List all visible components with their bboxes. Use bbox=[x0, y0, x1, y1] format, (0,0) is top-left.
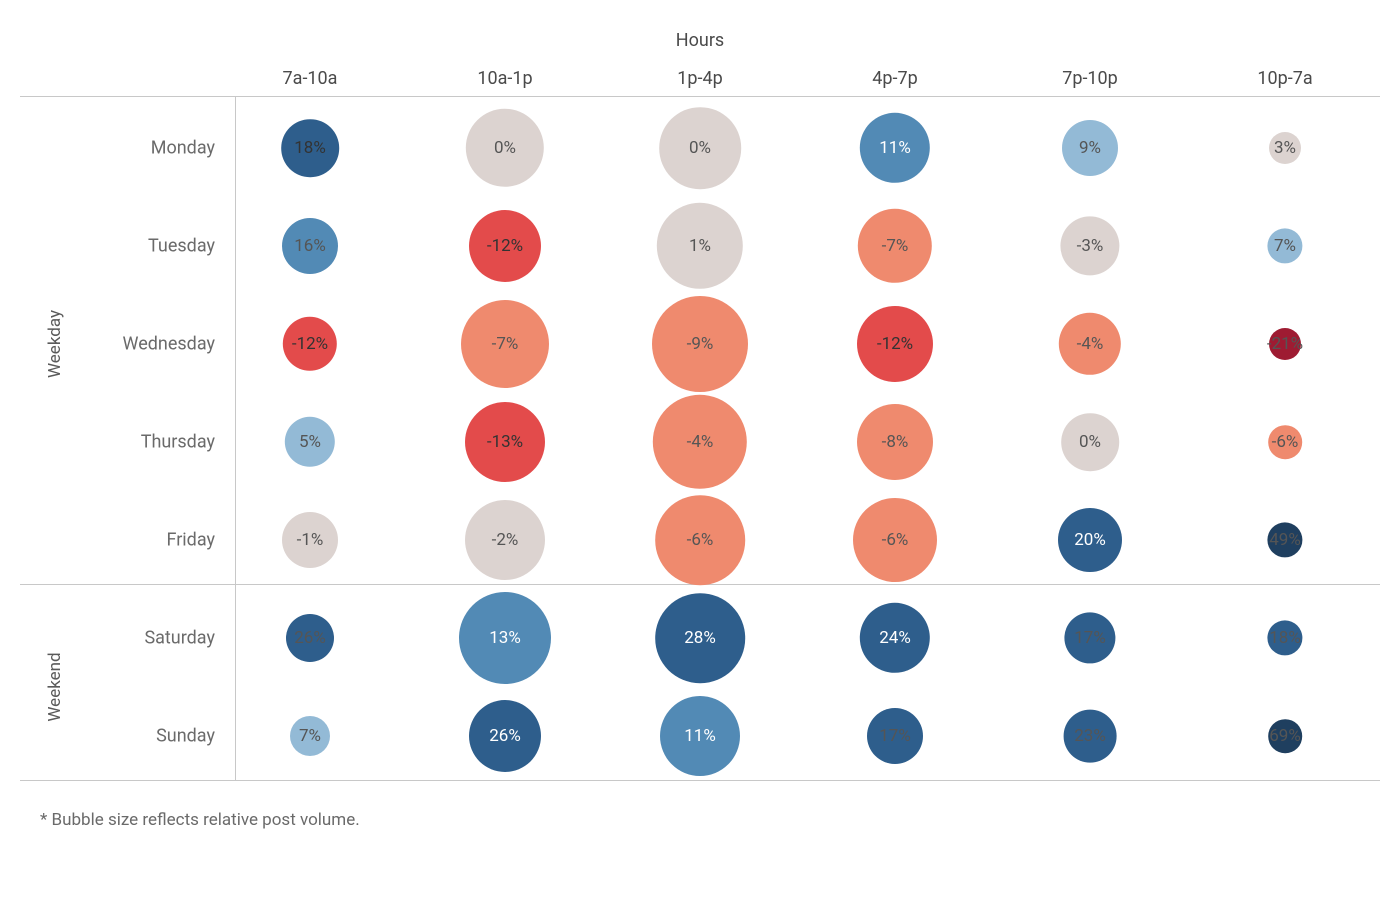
bubble bbox=[659, 107, 741, 189]
chart-title: Hours bbox=[676, 30, 724, 51]
column-header: 7a-10a bbox=[283, 68, 338, 89]
chart-footnote: * Bubble size reflects relative post vol… bbox=[40, 810, 360, 830]
bubble bbox=[1062, 120, 1118, 176]
row-label: Sunday bbox=[156, 726, 215, 747]
bubble bbox=[461, 300, 549, 388]
column-header: 4p-7p bbox=[872, 68, 917, 89]
bubble bbox=[857, 306, 933, 382]
column-header: 1p-4p bbox=[677, 68, 722, 89]
grid-line bbox=[20, 96, 1380, 97]
bubble bbox=[465, 402, 545, 482]
bubble bbox=[655, 495, 745, 585]
bubble bbox=[655, 593, 745, 683]
bubble bbox=[860, 113, 930, 183]
column-header: 10p-7a bbox=[1257, 68, 1312, 89]
bubble bbox=[1058, 508, 1122, 572]
bubble bbox=[469, 700, 541, 772]
row-label: Monday bbox=[151, 138, 215, 159]
bubble bbox=[1267, 228, 1302, 263]
bubble bbox=[1064, 710, 1117, 763]
row-group-label: Weekend bbox=[45, 652, 65, 721]
bubble bbox=[1267, 522, 1302, 557]
bubble bbox=[465, 500, 545, 580]
bubble-heatmap-chart: Hours 7a-10a 10a-1p 1p-4p 4p-7p 7p-10p 10p-7a M… bbox=[20, 20, 1380, 880]
bubble bbox=[853, 498, 937, 582]
bubble bbox=[283, 317, 337, 371]
bubble bbox=[858, 209, 932, 283]
bubble bbox=[281, 119, 339, 177]
grid-line bbox=[20, 780, 1380, 781]
bubble bbox=[282, 512, 338, 568]
row-label: Thursday bbox=[141, 432, 215, 453]
bubble bbox=[290, 716, 330, 756]
bubble bbox=[653, 395, 747, 489]
row-label: Friday bbox=[166, 530, 215, 551]
bubble bbox=[652, 296, 748, 392]
grid-line-vertical bbox=[235, 96, 236, 780]
bubble bbox=[1269, 328, 1301, 360]
row-label: Tuesday bbox=[148, 236, 215, 257]
bubble bbox=[285, 417, 335, 467]
bubble bbox=[1268, 425, 1302, 459]
bubble bbox=[1059, 313, 1121, 375]
bubble bbox=[1268, 719, 1302, 753]
bubble bbox=[867, 708, 923, 764]
bubble bbox=[1064, 612, 1115, 663]
row-label: Saturday bbox=[144, 628, 215, 649]
bubble bbox=[1269, 132, 1301, 164]
bubble bbox=[860, 603, 930, 673]
bubble bbox=[857, 404, 933, 480]
column-header: 10a-1p bbox=[477, 68, 532, 89]
bubble bbox=[1061, 413, 1119, 471]
row-group-label: Weekday bbox=[45, 310, 65, 378]
column-header: 7p-10p bbox=[1062, 68, 1118, 89]
row-label: Wednesday bbox=[123, 334, 216, 355]
bubble bbox=[1060, 216, 1119, 275]
bubble bbox=[459, 592, 551, 684]
bubble bbox=[469, 210, 541, 282]
bubble bbox=[1267, 620, 1302, 655]
bubble bbox=[282, 218, 338, 274]
bubble bbox=[657, 203, 743, 289]
bubble bbox=[286, 614, 334, 662]
bubble bbox=[660, 696, 740, 776]
bubble bbox=[466, 109, 544, 187]
